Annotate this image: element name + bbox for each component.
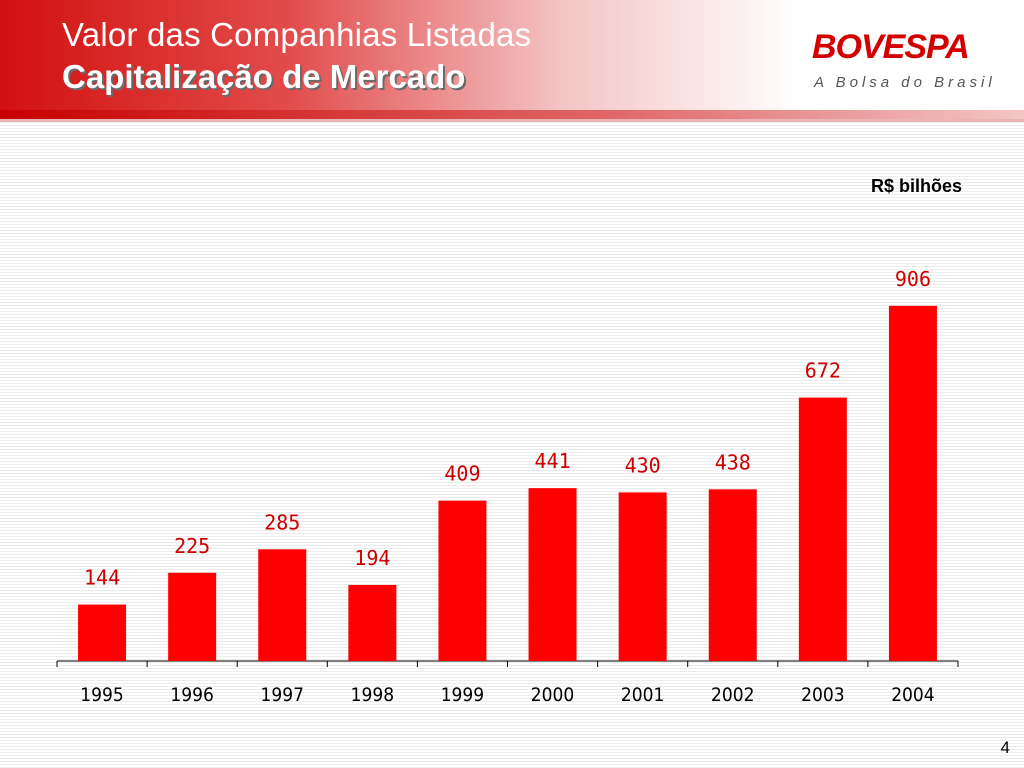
data-label-1996: 225 [174, 534, 210, 558]
slide-title: Valor das Companhias Listadas [62, 16, 532, 53]
bar-1999 [438, 500, 487, 661]
data-label-2001: 430 [625, 453, 661, 477]
x-tick-label-1995: 1995 [80, 684, 124, 706]
x-tick-label-2003: 2003 [801, 684, 845, 706]
data-label-2003: 672 [805, 359, 841, 383]
logo-text: BOVESPA [812, 28, 970, 66]
header-band [0, 110, 1024, 119]
logo-tagline: A Bolsa do Brasil [814, 74, 996, 91]
bar-2002 [708, 489, 757, 661]
x-tick-label-2000: 2000 [531, 684, 575, 706]
bar-2004 [888, 305, 937, 661]
data-label-2002: 438 [715, 450, 751, 474]
x-tick-label-2002: 2002 [711, 684, 755, 706]
data-label-1997: 285 [264, 510, 300, 534]
header-banner [0, 0, 1024, 110]
x-tick-label-2001: 2001 [621, 684, 665, 706]
bar-2003 [798, 397, 847, 661]
data-label-1999: 409 [444, 462, 480, 486]
bovespa-logo: BOVESPA [812, 28, 1002, 68]
data-label-1998: 194 [354, 546, 390, 570]
bar-2000 [528, 488, 577, 661]
header-divider [0, 119, 1024, 122]
bar-1996 [168, 572, 217, 661]
bar-1998 [348, 584, 397, 661]
x-tick-label-2004: 2004 [891, 684, 935, 706]
page-number: 4 [1000, 738, 1010, 757]
data-label-2004: 906 [895, 267, 931, 291]
unit-label: R$ bilhões [870, 176, 962, 196]
x-tick-label-1999: 1999 [441, 684, 485, 706]
slide-subtitle: Capitalização de Mercado [62, 58, 466, 95]
bar-1995 [78, 604, 127, 661]
x-tick-label-1998: 1998 [351, 684, 395, 706]
x-tick-label-1996: 1996 [170, 684, 214, 706]
data-label-2000: 441 [534, 449, 570, 473]
bar-1997 [258, 549, 307, 661]
data-label-1995: 144 [84, 566, 120, 590]
bar-2001 [618, 492, 667, 661]
x-tick-label-1997: 1997 [261, 684, 305, 706]
